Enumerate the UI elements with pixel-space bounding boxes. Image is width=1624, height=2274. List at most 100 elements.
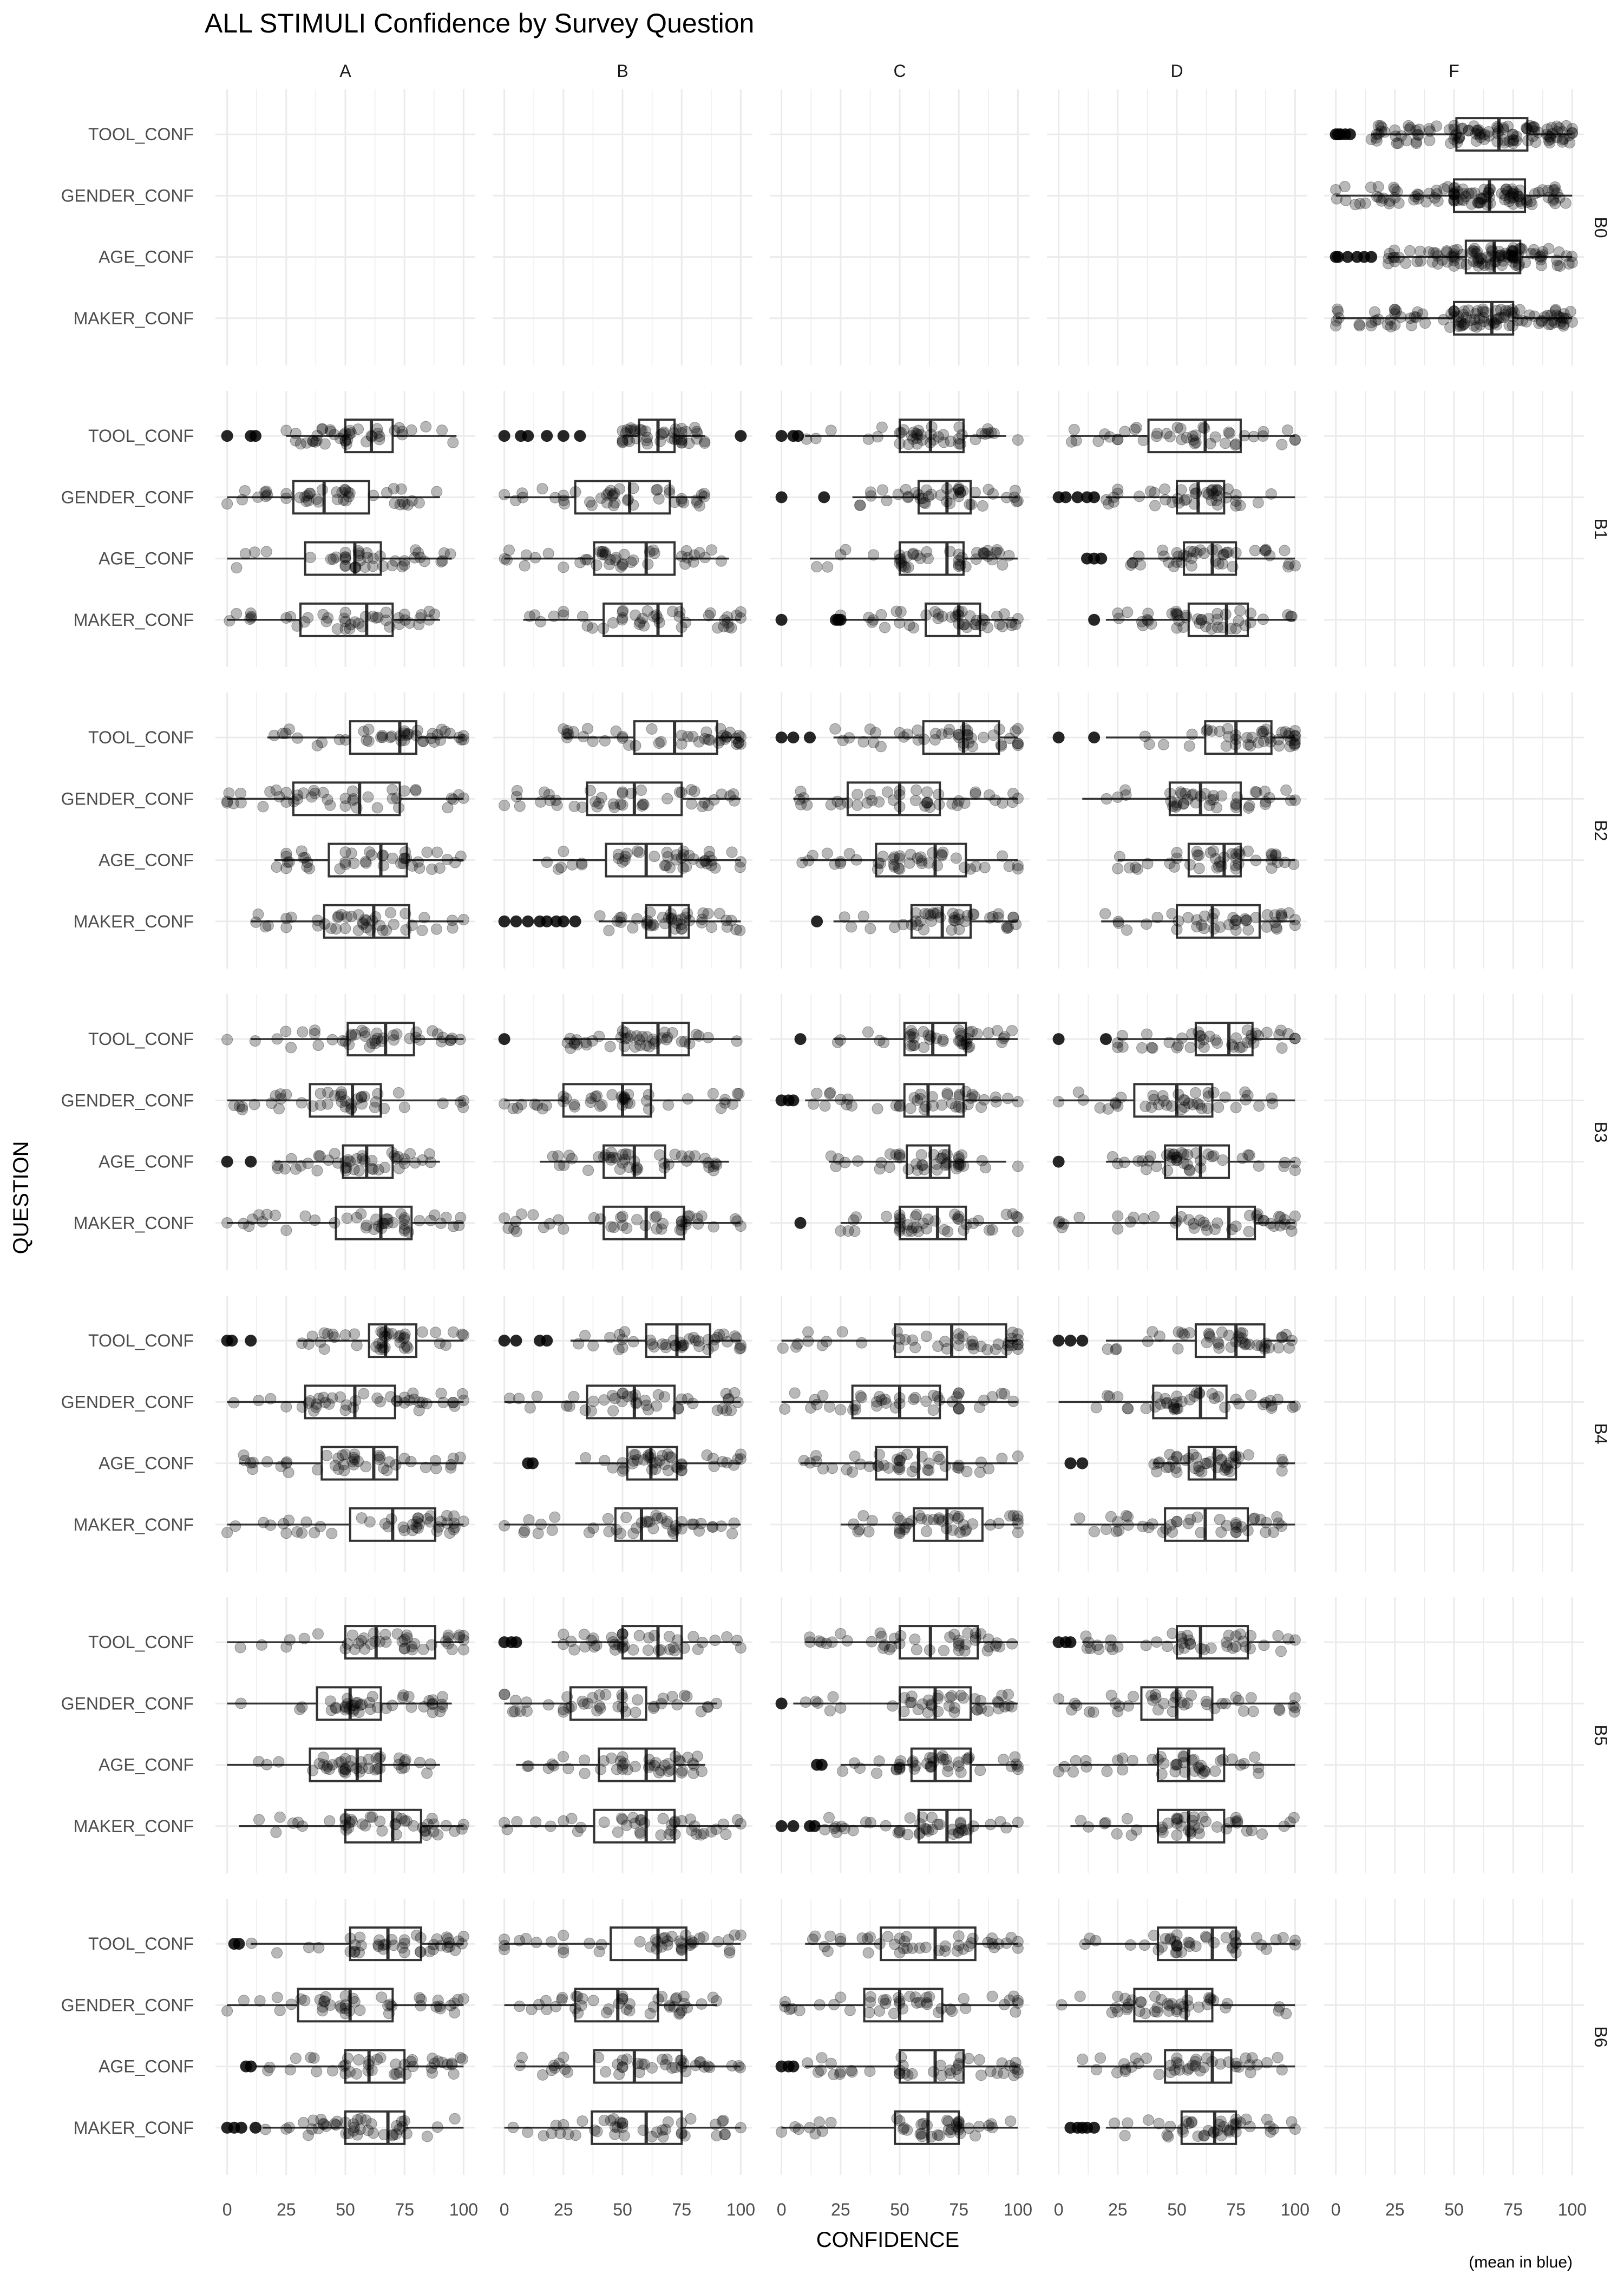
data-point (1213, 1101, 1224, 1113)
data-point (992, 908, 1004, 920)
data-point (822, 561, 834, 573)
data-point (374, 434, 385, 446)
data-point (937, 611, 948, 623)
data-point (1230, 500, 1242, 512)
data-point (729, 1387, 741, 1399)
data-point (569, 486, 581, 498)
data-point (1507, 188, 1518, 200)
data-point (1507, 138, 1519, 149)
data-point (1230, 1526, 1242, 1538)
data-point (1443, 123, 1455, 135)
data-point (1171, 1516, 1183, 1528)
data-point (520, 549, 532, 561)
data-point (894, 1638, 906, 1650)
data-point (835, 855, 847, 867)
data-point (353, 1766, 365, 1778)
data-point (846, 921, 857, 933)
data-point (1497, 255, 1509, 267)
data-point (1504, 249, 1516, 261)
data-point (1482, 187, 1494, 199)
data-point (846, 1466, 858, 1478)
data-point (726, 846, 738, 858)
data-point (1537, 246, 1549, 258)
data-point (339, 2008, 351, 2020)
data-point (1354, 198, 1366, 210)
data-point (994, 1816, 1006, 1828)
data-point (372, 1940, 384, 1952)
data-point (908, 1040, 920, 1051)
data-point (1246, 1825, 1258, 1837)
data-point (1379, 126, 1391, 138)
data-point (342, 1698, 353, 1710)
data-point (720, 1828, 732, 1840)
data-point (1108, 496, 1119, 508)
data-point (1201, 1337, 1213, 1349)
data-point (1009, 485, 1021, 496)
data-point (619, 1027, 631, 1038)
data-point (696, 489, 708, 501)
data-point (1516, 243, 1528, 255)
data-point (976, 1155, 988, 1167)
data-point (389, 424, 401, 436)
data-point (1237, 1635, 1249, 1647)
data-point (698, 1828, 710, 1840)
data-point (801, 799, 813, 811)
data-point (1285, 1218, 1297, 1230)
data-point (1081, 1761, 1092, 1773)
data-point (1423, 187, 1435, 199)
data-point (1533, 127, 1544, 139)
data-point (386, 1328, 398, 1339)
data-point (1485, 250, 1497, 262)
data-point (235, 1697, 247, 1709)
data-point (444, 1034, 456, 1046)
data-point (1162, 1165, 1174, 1177)
data-point (1484, 260, 1496, 272)
data-point (821, 847, 833, 859)
data-point (1242, 802, 1254, 814)
data-point (588, 1212, 600, 1224)
data-point (616, 1395, 628, 1407)
data-point (1073, 1212, 1085, 1224)
data-point (1237, 1705, 1249, 1717)
data-point (1448, 195, 1460, 207)
data-point (426, 863, 438, 875)
data-point (537, 2069, 549, 2081)
data-point (1165, 1100, 1177, 1112)
data-point (1012, 1763, 1024, 1775)
data-point (1478, 128, 1490, 140)
data-point (1468, 256, 1479, 267)
data-point (374, 1815, 386, 1827)
data-point (1106, 1151, 1118, 1163)
data-point (228, 1397, 240, 1409)
outlier-point (775, 1697, 788, 1710)
data-point (811, 1087, 823, 1099)
data-point (1238, 1757, 1250, 1769)
data-point (1212, 1217, 1223, 1229)
data-point (344, 424, 356, 436)
data-point (311, 2066, 323, 2077)
data-point (1542, 192, 1554, 204)
data-point (1279, 857, 1291, 868)
data-point (1454, 258, 1466, 270)
data-point (339, 856, 351, 868)
data-point (1190, 1387, 1202, 1399)
data-point (621, 424, 633, 436)
data-point (303, 1942, 315, 1953)
data-point (687, 556, 699, 568)
data-point (1339, 181, 1351, 193)
data-point (1483, 186, 1495, 198)
data-point (1503, 135, 1515, 147)
data-point (374, 1762, 386, 1774)
data-point (983, 1463, 994, 1475)
data-point (707, 1088, 719, 1100)
data-point (1537, 249, 1549, 261)
data-point (951, 1461, 963, 1473)
outlier-point (235, 2121, 247, 2134)
data-point (620, 1512, 632, 1524)
data-point (598, 1394, 610, 1406)
data-point (1426, 256, 1438, 268)
data-point (280, 424, 292, 436)
data-point (556, 1991, 568, 2003)
data-point (1507, 256, 1519, 268)
data-point (682, 1393, 694, 1404)
